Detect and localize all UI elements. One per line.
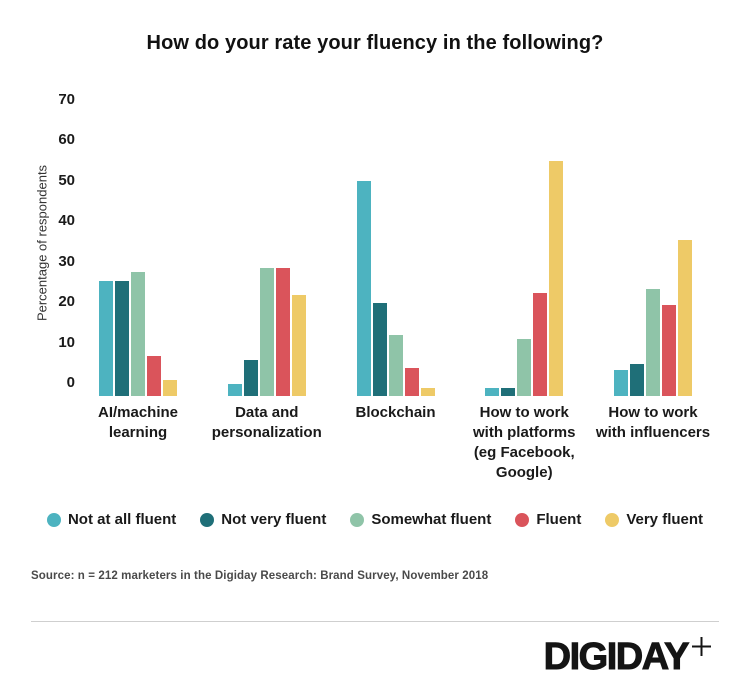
bar-fluent xyxy=(533,292,548,396)
y-tick-label: 20 xyxy=(58,293,75,310)
bar-somewhat-fluent xyxy=(388,335,403,396)
bar-somewhat-fluent xyxy=(131,272,145,396)
legend-item: Not at all fluent xyxy=(46,511,177,528)
bar-not-very-fluent xyxy=(630,363,644,396)
bar-very-fluent xyxy=(163,379,177,396)
legend-swatch-icon xyxy=(515,512,530,527)
footer-divider xyxy=(31,621,719,622)
legend-label: Not very fluent xyxy=(221,511,327,528)
bar-somewhat-fluent xyxy=(259,268,274,396)
legend-label: Somewhat fluent xyxy=(371,511,492,528)
bar-group xyxy=(99,272,177,396)
bar-not-at-all-fluent xyxy=(485,387,500,396)
bar-group xyxy=(356,181,435,396)
category-label: How to work with platforms (eg Facebook,… xyxy=(472,404,576,481)
bar-somewhat-fluent xyxy=(646,288,660,396)
digiday-logo: DIGIDAY xyxy=(543,636,712,678)
bar-not-very-fluent xyxy=(501,387,516,396)
bar-group xyxy=(485,161,564,396)
y-tick-label: 30 xyxy=(58,252,75,270)
category-label: Blockchain xyxy=(355,404,436,421)
legend-item: Very fluent xyxy=(605,511,703,528)
bar-somewhat-fluent xyxy=(517,339,532,396)
legend-item: Not very fluent xyxy=(200,511,326,528)
bar-group xyxy=(227,268,306,396)
legend-swatch-icon xyxy=(350,512,365,527)
bar-not-very-fluent xyxy=(115,280,129,396)
category-label: How to work with influencers xyxy=(595,404,711,441)
bar-fluent xyxy=(662,304,676,396)
y-tick-label: 10 xyxy=(58,333,75,351)
y-tick-label: 40 xyxy=(58,212,75,229)
bar-not-at-all-fluent xyxy=(227,383,242,396)
plus-icon xyxy=(691,636,712,662)
category-label: Data and personalization xyxy=(211,404,322,441)
legend-item: Fluent xyxy=(515,511,581,528)
bar-very-fluent xyxy=(678,240,692,396)
bar-not-at-all-fluent xyxy=(356,181,371,396)
bar-group xyxy=(614,240,692,396)
page-title: How do your rate your fluency in the fol… xyxy=(146,32,604,54)
bar-fluent xyxy=(147,355,161,396)
legend-swatch-icon xyxy=(46,512,61,527)
legend-label: Not at all fluent xyxy=(67,511,177,528)
category-label: AI/machine learning xyxy=(97,404,179,441)
legend-swatch-icon xyxy=(200,512,215,527)
legend: Not at all fluent Not very fluent Somewhat… xyxy=(0,511,750,528)
bar-fluent xyxy=(404,367,419,396)
bar-not-very-fluent xyxy=(243,359,258,396)
y-tick-label: 70 xyxy=(58,90,75,108)
bar-very-fluent xyxy=(420,387,435,396)
bar-not-at-all-fluent xyxy=(99,280,113,396)
legend-item: Somewhat fluent xyxy=(350,511,491,528)
bar-very-fluent xyxy=(549,161,564,396)
legend-label: Very fluent xyxy=(626,511,704,528)
legend-label: Fluent xyxy=(536,511,582,528)
bar-not-very-fluent xyxy=(372,302,387,396)
y-tick-label: 50 xyxy=(58,171,75,189)
bar-fluent xyxy=(275,268,290,396)
bar-very-fluent xyxy=(291,294,306,396)
source-note: Source: n = 212 marketers in the Digiday… xyxy=(31,570,489,582)
legend-swatch-icon xyxy=(605,512,620,527)
digiday-logo-text: DIGIDAY xyxy=(543,636,690,678)
y-tick-label: 60 xyxy=(58,131,75,148)
bar-not-at-all-fluent xyxy=(614,369,628,396)
y-tick-label: 0 xyxy=(66,374,75,391)
